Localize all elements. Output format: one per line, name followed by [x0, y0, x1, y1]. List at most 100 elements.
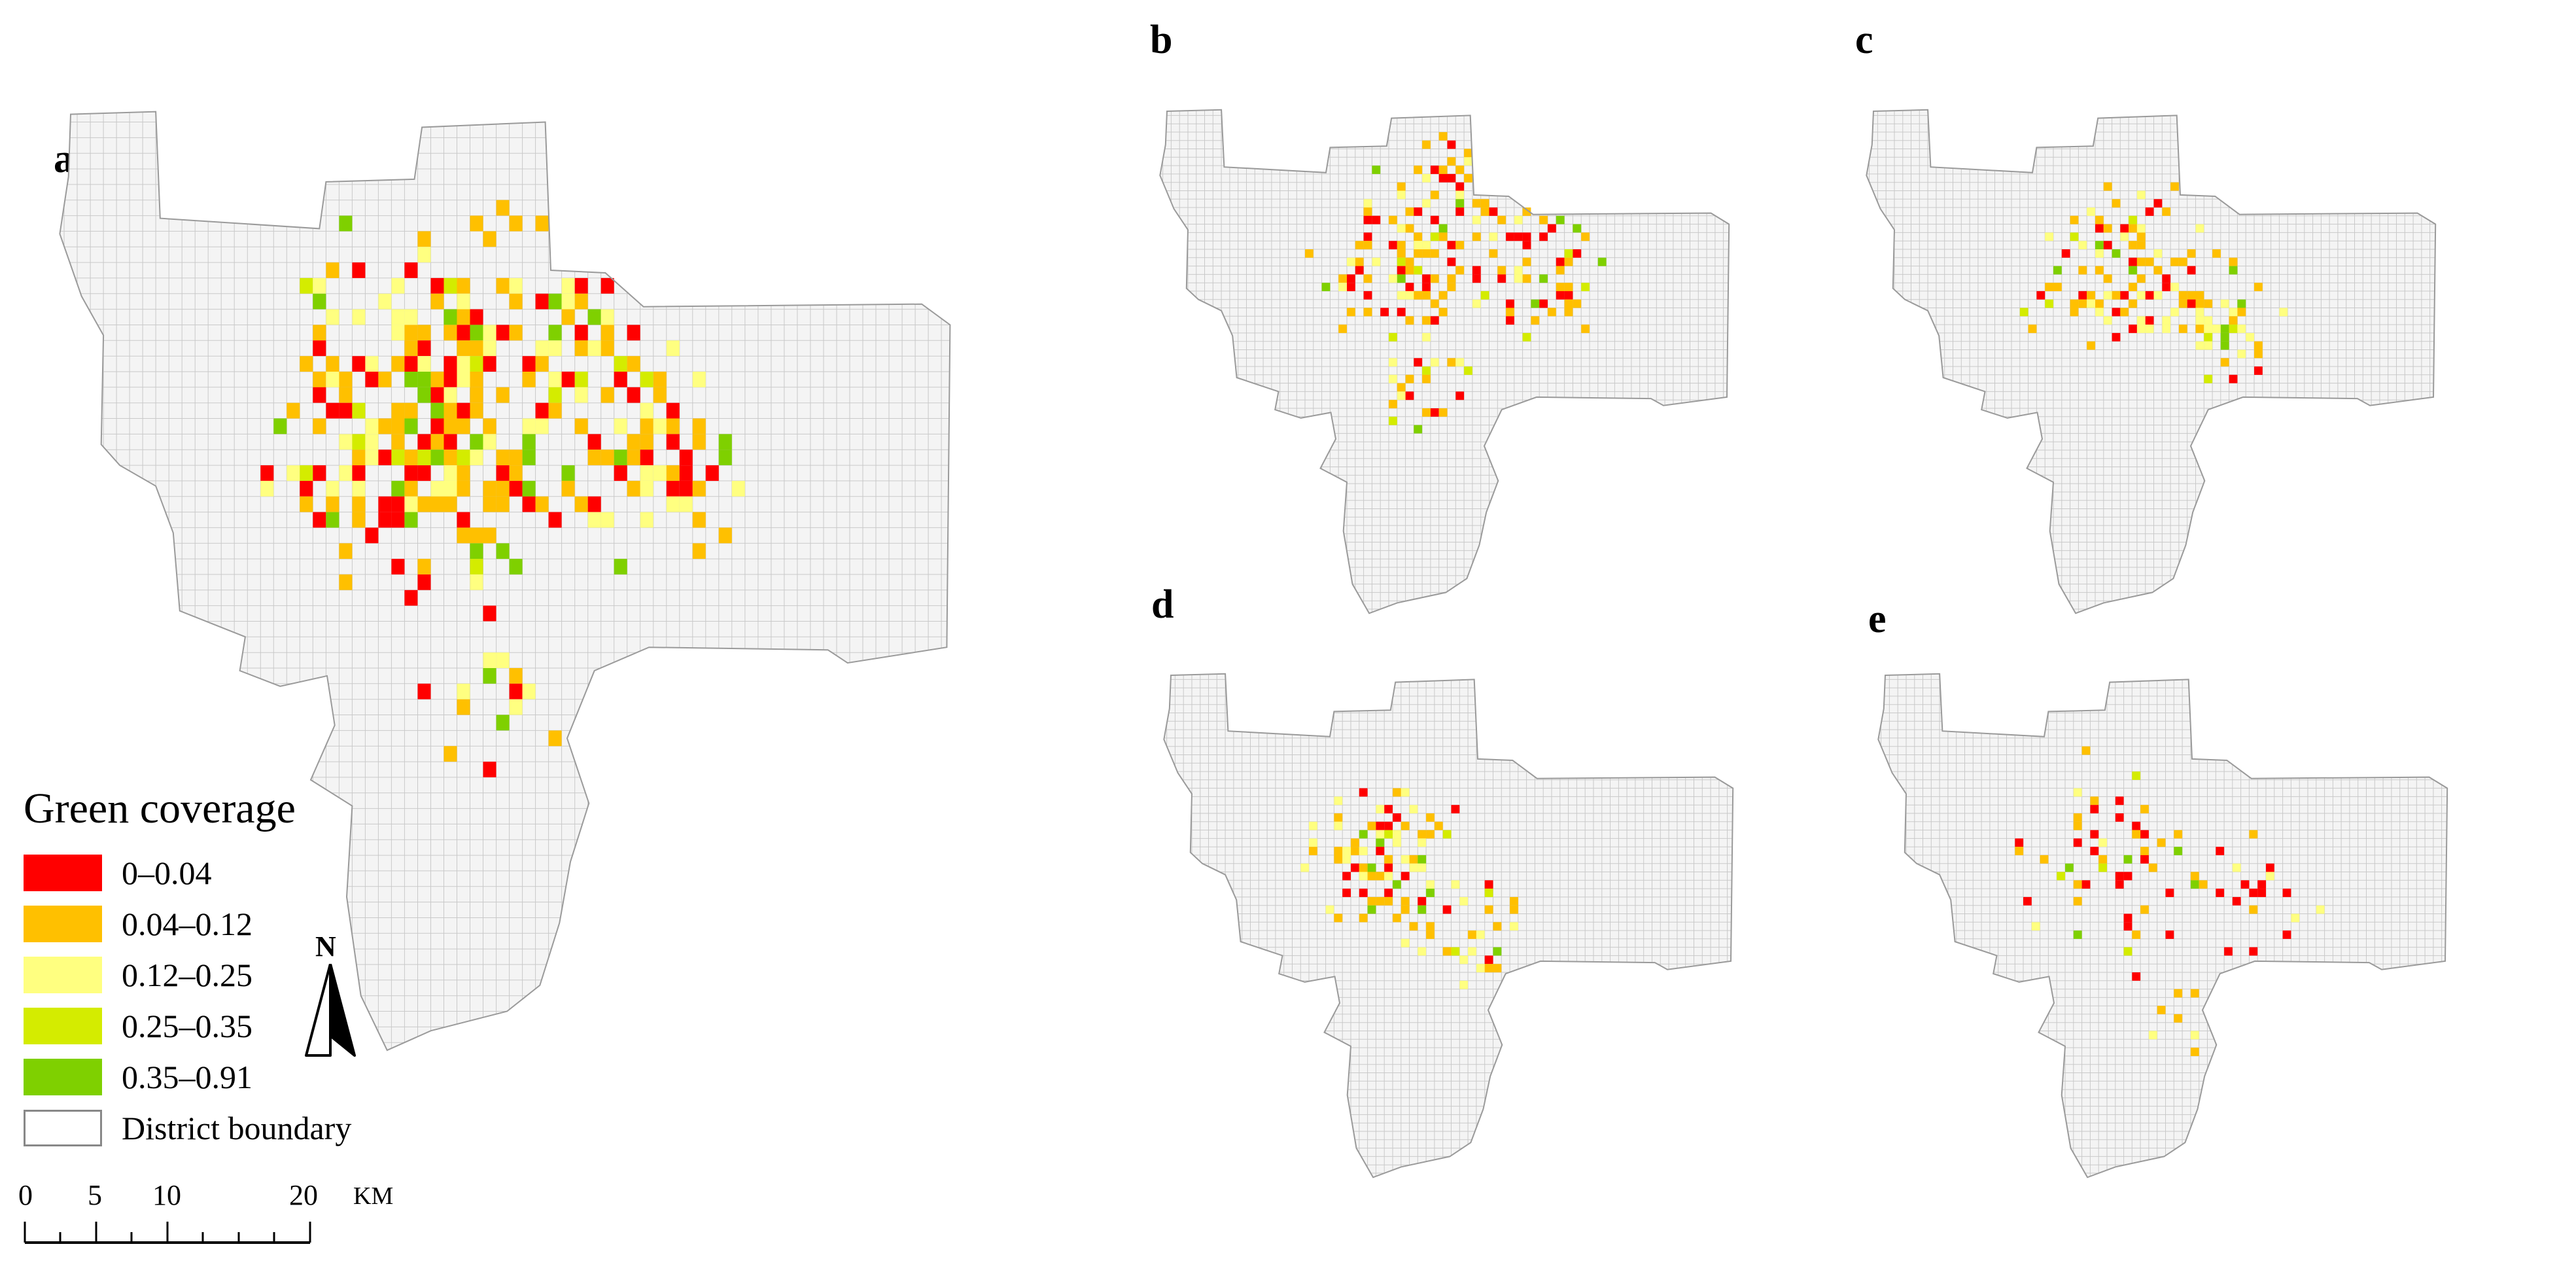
coverage-cell	[2112, 308, 2121, 317]
coverage-cell	[1493, 964, 1502, 972]
coverage-cell	[457, 372, 470, 387]
coverage-cell	[483, 480, 496, 497]
coverage-cell	[2229, 316, 2238, 325]
coverage-cell	[404, 418, 418, 434]
coverage-cell	[2195, 224, 2204, 233]
coverage-cell	[365, 356, 379, 372]
north-arrow-icon	[305, 964, 356, 1057]
coverage-cell	[2266, 863, 2274, 872]
coverage-cell	[391, 450, 405, 465]
coverage-cell	[666, 418, 680, 434]
coverage-cell	[1489, 249, 1498, 258]
coverage-cell	[2129, 241, 2137, 249]
coverage-cell	[430, 293, 444, 310]
coverage-cell	[1401, 938, 1410, 947]
coverage-cell	[1426, 880, 1435, 889]
coverage-cell	[404, 262, 418, 278]
coverage-cell	[404, 465, 418, 481]
coverage-cell	[587, 450, 601, 465]
coverage-cell	[2229, 308, 2238, 317]
coverage-cell	[2229, 257, 2238, 266]
coverage-cell	[535, 340, 549, 357]
coverage-cell	[2212, 325, 2221, 333]
map-e	[1877, 673, 2448, 1178]
coverage-cell	[587, 340, 601, 357]
coverage-cell	[1405, 266, 1414, 275]
coverage-cell	[718, 434, 732, 450]
coverage-cell	[2195, 341, 2204, 350]
coverage-cell	[2232, 863, 2241, 872]
coverage-cell	[2123, 922, 2132, 931]
coverage-cell	[2065, 863, 2074, 872]
coverage-cell	[1363, 232, 1372, 241]
coverage-cell	[600, 387, 614, 403]
coverage-cell	[1455, 199, 1465, 208]
coverage-cell	[692, 418, 706, 434]
coverage-cell	[2249, 889, 2258, 897]
coverage-cell	[2148, 1031, 2157, 1040]
coverage-cell	[1539, 215, 1548, 224]
coverage-cell	[1401, 896, 1410, 906]
coverage-cell	[457, 450, 470, 465]
green-coverage-cells-c	[2019, 182, 2288, 383]
coverage-cell	[2257, 889, 2266, 897]
coverage-cell	[444, 402, 457, 419]
district-area-d	[1164, 673, 1733, 1178]
coverage-cell	[522, 496, 536, 512]
coverage-cell	[1405, 257, 1414, 266]
coverage-cell	[1472, 199, 1481, 208]
coverage-cell	[483, 418, 496, 434]
coverage-cell	[1418, 855, 1427, 864]
coverage-cell	[718, 450, 732, 465]
coverage-cell	[1426, 889, 1435, 897]
coverage-cell	[2095, 249, 2104, 258]
coverage-cell	[1451, 947, 1460, 956]
green-coverage-cells-d	[1300, 788, 1518, 989]
coverage-cell	[1359, 872, 1368, 881]
coverage-cell	[339, 543, 353, 559]
coverage-cell	[1405, 283, 1414, 291]
coverage-cell	[457, 527, 470, 544]
coverage-cell	[2240, 880, 2250, 889]
coverage-cell	[2279, 308, 2288, 317]
coverage-cell	[1414, 266, 1423, 275]
coverage-cell	[2123, 872, 2132, 881]
coverage-cell	[600, 309, 614, 325]
coverage-cell	[496, 480, 510, 497]
coverage-cell	[2162, 316, 2171, 325]
coverage-cell	[417, 387, 431, 403]
coverage-cell	[1422, 291, 1431, 300]
coverage-cell	[1418, 830, 1427, 839]
coverage-cell	[2220, 332, 2229, 342]
coverage-cell	[2145, 316, 2154, 325]
coverage-cell	[2224, 947, 2233, 956]
legend-swatch-class-2	[24, 906, 102, 942]
legend-swatch-class-4	[24, 1008, 102, 1044]
map-panel-e: e	[1864, 599, 2562, 1184]
district-boundary-b	[1159, 109, 1730, 614]
coverage-cell	[2087, 207, 2095, 216]
coverage-cell	[1510, 896, 1518, 906]
coverage-cell	[444, 450, 457, 465]
coverage-cell	[1489, 232, 1498, 241]
coverage-cell	[457, 325, 470, 341]
coverage-cell	[1334, 855, 1343, 864]
coverage-cell	[2115, 813, 2124, 822]
scale-bar-graphic	[24, 1222, 311, 1244]
map-panel-a: a	[38, 75, 1129, 1063]
green-coverage-cells-b	[1305, 132, 1607, 434]
coverage-cell	[640, 434, 653, 450]
coverage-cell	[666, 402, 680, 419]
coverage-cell	[1389, 358, 1397, 367]
coverage-cell	[352, 402, 366, 419]
coverage-cell	[2170, 257, 2179, 266]
coverage-cell	[509, 325, 523, 341]
coverage-cell	[1305, 249, 1314, 258]
coverage-cell	[457, 683, 470, 699]
coverage-cell	[1573, 249, 1582, 258]
coverage-cell	[1455, 391, 1465, 400]
coverage-cell	[483, 762, 496, 777]
coverage-cell	[404, 512, 418, 528]
coverage-cell	[2081, 746, 2091, 755]
coverage-cell	[1442, 905, 1452, 914]
